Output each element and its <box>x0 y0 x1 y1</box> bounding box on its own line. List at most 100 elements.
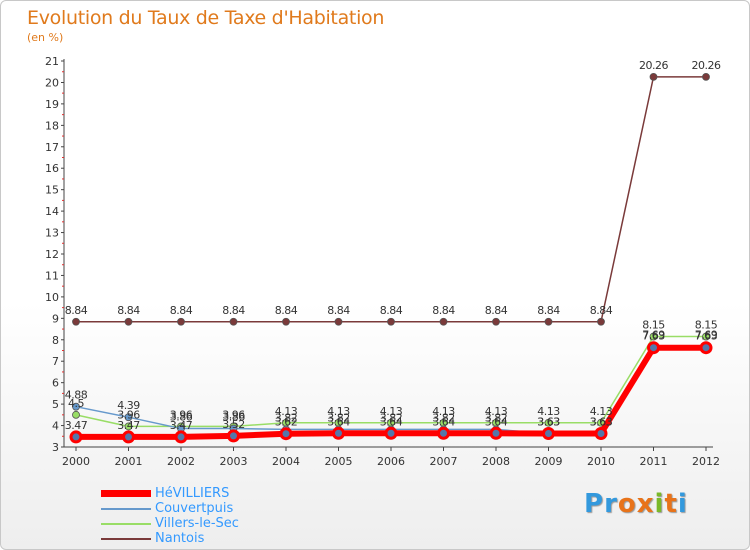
x-tick-label: 2004 <box>272 455 300 468</box>
data-label: 7.63 <box>642 330 665 343</box>
data-point <box>177 317 185 326</box>
data-point <box>649 332 658 341</box>
data-label: 3.52 <box>222 418 245 431</box>
data-point <box>542 426 555 440</box>
data-point <box>279 427 293 441</box>
data-label: 20.26 <box>639 59 668 72</box>
y-tick-label: 11 <box>45 269 59 282</box>
logo-letter: P <box>584 489 605 519</box>
data-label: 3.47 <box>170 419 193 432</box>
data-label: 4.88 <box>65 389 88 402</box>
data-label: 3.63 <box>590 415 613 428</box>
data-point <box>227 429 240 443</box>
logo-letter: r <box>604 489 618 519</box>
data-label: 8.84 <box>327 304 350 317</box>
y-tick-label: 5 <box>52 398 59 411</box>
data-label: 4.13 <box>590 405 613 418</box>
data-label: 3.96 <box>117 408 140 421</box>
data-label: 3.82 <box>380 411 403 424</box>
y-tick-label: 10 <box>45 291 59 304</box>
data-point <box>72 317 80 326</box>
data-point <box>439 317 448 326</box>
data-label: 8.15 <box>695 319 718 332</box>
data-point <box>702 332 710 341</box>
data-label: 3.47 <box>65 419 88 432</box>
data-label: 3.86 <box>222 411 245 424</box>
legend-label: Nantois <box>155 531 205 546</box>
data-label: 4.13 <box>432 405 455 418</box>
y-tick-label: 8 <box>52 334 59 347</box>
chart-legend: HéVILLIERS Couvertpuis Villers-le-Sec Nanto… <box>101 486 239 546</box>
data-label: 3.96 <box>222 408 245 421</box>
data-label: 8.84 <box>380 304 403 317</box>
legend-item: Nantois <box>101 531 239 546</box>
data-label: 8.15 <box>642 319 665 332</box>
x-tick-label: 2009 <box>535 455 563 468</box>
data-label: 8.84 <box>170 304 193 317</box>
legend-swatch <box>101 537 151 540</box>
data-label: 3.64 <box>380 415 403 428</box>
data-point <box>544 317 553 326</box>
series-line-3 <box>76 76 706 323</box>
legend-item: Couvertpuis <box>101 501 239 516</box>
data-label: 3.63 <box>537 415 560 428</box>
x-tick-label: 2010 <box>587 455 615 468</box>
legend-label: HéVILLIERS <box>155 486 230 501</box>
data-point <box>124 413 133 422</box>
data-point <box>594 426 608 440</box>
data-label: 4.13 <box>327 405 350 418</box>
data-label: 7.69 <box>642 328 665 341</box>
y-tick-label: 12 <box>45 248 59 261</box>
y-tick-label: 13 <box>45 227 59 240</box>
data-point <box>124 317 133 326</box>
data-point <box>122 430 135 444</box>
y-tick-label: 6 <box>52 377 59 390</box>
data-point <box>174 430 188 444</box>
x-tick-label: 2005 <box>325 455 353 468</box>
y-tick-label: 21 <box>45 55 59 68</box>
data-point <box>332 426 345 440</box>
data-label: 8.84 <box>65 304 88 317</box>
data-label: 3.64 <box>485 415 508 428</box>
data-point <box>489 426 503 440</box>
x-tick-label: 2001 <box>115 455 143 468</box>
data-label: 3.86 <box>170 411 193 424</box>
legend-item: Villers-le-Sec <box>101 516 239 531</box>
data-label: 8.84 <box>222 304 245 317</box>
y-tick-label: 20 <box>45 76 59 89</box>
y-tick-label: 14 <box>45 205 59 218</box>
chart-title: Evolution du Taux de Taxe d'Habitation <box>27 7 385 29</box>
data-label: 3.82 <box>327 411 350 424</box>
data-label: 3.63 <box>537 415 560 428</box>
data-label: 3.62 <box>275 416 298 429</box>
data-point <box>387 317 395 326</box>
data-point <box>124 422 133 431</box>
y-tick-label: 17 <box>45 141 59 154</box>
legend-swatch <box>101 522 151 525</box>
data-point <box>702 72 710 81</box>
data-label: 8.84 <box>485 304 508 317</box>
legend-swatch <box>101 507 151 510</box>
y-tick-label: 3 <box>52 441 59 454</box>
y-tick-label: 4 <box>52 420 59 433</box>
data-point <box>544 418 553 427</box>
x-tick-label: 2007 <box>430 455 458 468</box>
data-label: 8.84 <box>432 304 455 317</box>
x-tick-label: 2003 <box>220 455 248 468</box>
y-tick-label: 16 <box>45 162 59 175</box>
x-tick-label: 2002 <box>167 455 195 468</box>
x-tick-label: 2000 <box>62 455 90 468</box>
data-point <box>72 402 80 411</box>
data-point <box>597 317 605 326</box>
data-label: 7.63 <box>695 330 718 343</box>
data-label: 3.82 <box>485 411 508 424</box>
data-label: 7.69 <box>695 328 718 341</box>
data-point <box>699 341 713 355</box>
data-point <box>229 317 238 326</box>
data-label: 8.84 <box>275 304 298 317</box>
logo-letter: o <box>617 489 637 519</box>
data-point <box>647 341 660 355</box>
data-label: 3.47 <box>117 419 140 432</box>
data-label: 4.13 <box>485 405 508 418</box>
